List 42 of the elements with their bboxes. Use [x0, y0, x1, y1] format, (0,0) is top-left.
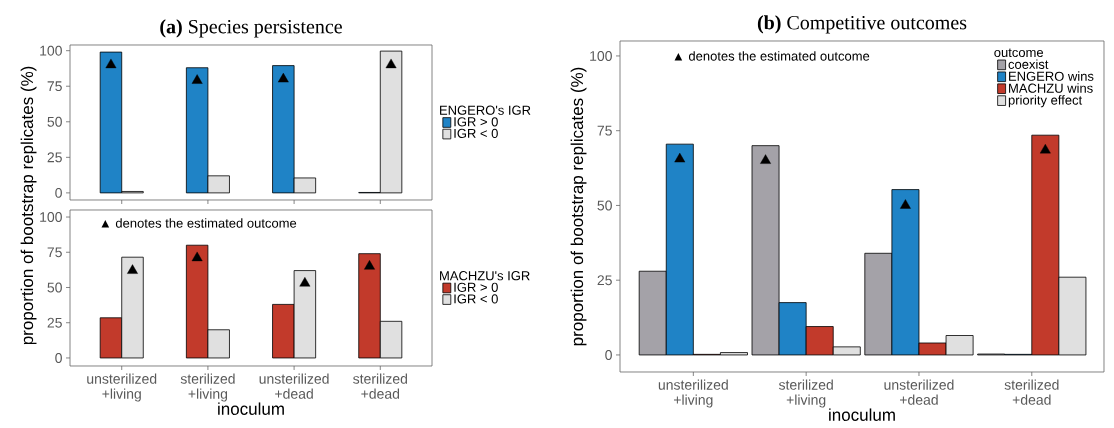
x-tick-label: unsterilized +dead — [884, 379, 954, 405]
legend-label: ENGERO wins — [1009, 71, 1094, 81]
legend-label: IGR > 0 — [454, 282, 498, 292]
y-tick-label: 0 — [605, 349, 612, 360]
annotation: ▲ denotes the estimated outcome — [674, 51, 870, 61]
x-axis-title: inoculum — [218, 402, 284, 415]
x-tick-label: unsterilized +living — [87, 373, 157, 402]
chart-title: (a) Species persistence — [160, 19, 342, 38]
x-axis-title: inoculum — [829, 408, 895, 421]
chart-title: (b) Competitive outcomes — [757, 15, 967, 34]
y-tick-label: 75 — [47, 81, 62, 92]
legend-label: IGR < 0 — [454, 128, 498, 138]
legend-label: coexist — [1008, 59, 1049, 69]
x-tick-label: sterilized +dead — [353, 373, 407, 399]
legend-label: MACHZU wins — [1009, 83, 1093, 93]
y-tick-label: 50 — [47, 116, 62, 127]
y-tick-label: 50 — [597, 200, 612, 211]
legend-label: IGR < 0 — [454, 294, 498, 304]
y-tick-label: 0 — [55, 352, 62, 363]
y-tick-label: 25 — [47, 152, 62, 163]
x-tick-label: sterilized +living — [778, 379, 833, 408]
y-tick-label: 25 — [597, 275, 612, 286]
x-tick-label: sterilized +dead — [1004, 379, 1059, 405]
legend-label: IGR > 0 — [454, 117, 498, 127]
annotation: ▲ denotes the estimated outcome — [101, 218, 297, 228]
y-tick-label: 0 — [55, 187, 62, 198]
y-tick-label: 25 — [47, 317, 62, 328]
legend-title: MACHZU's IGR — [440, 271, 530, 281]
y-axis-title: proportion of bootstrap replicates (%) — [570, 67, 587, 346]
legend-title: outcome — [994, 48, 1044, 58]
x-tick-label: unsterilized +dead — [259, 373, 329, 399]
y-tick-label: 100 — [40, 212, 62, 222]
y-tick-label: 50 — [47, 282, 62, 293]
legend-label: priority effect — [1008, 95, 1083, 108]
y-axis-title: proportion of bootstrap replicates (%) — [20, 66, 37, 345]
x-tick-label: unsterilized +living — [658, 379, 728, 408]
y-tick-label: 100 — [40, 45, 62, 56]
y-tick-label: 100 — [590, 50, 612, 61]
legend-title: ENGERO's IGR — [440, 105, 531, 115]
x-tick-label: sterilized +living — [180, 373, 235, 402]
y-tick-label: 75 — [47, 247, 62, 258]
y-tick-label: 75 — [597, 125, 612, 136]
